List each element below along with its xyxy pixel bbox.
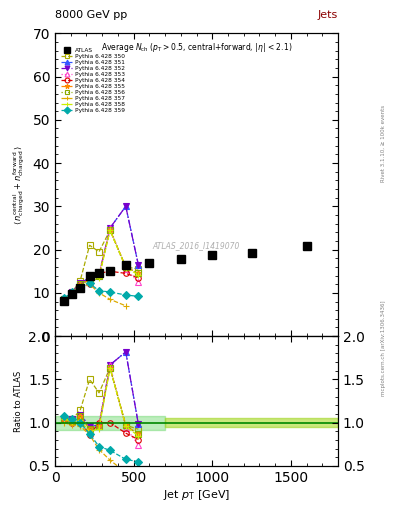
- Y-axis label: Ratio to ATLAS: Ratio to ATLAS: [14, 370, 23, 432]
- Y-axis label: $\langle\, n^{\rm central}_{\rm charged} + n^{\rm forward}_{\rm charged}\,\rangl: $\langle\, n^{\rm central}_{\rm charged}…: [11, 145, 27, 225]
- Legend: ATLAS, Pythia 6.428 350, Pythia 6.428 351, Pythia 6.428 352, Pythia 6.428 353, P: ATLAS, Pythia 6.428 350, Pythia 6.428 35…: [61, 48, 125, 113]
- Text: 8000 GeV pp: 8000 GeV pp: [55, 10, 127, 20]
- Text: ATLAS_2016_I1419070: ATLAS_2016_I1419070: [153, 241, 240, 250]
- Text: Average $N_{\rm ch}$ ($p_{\rm T}>$0.5, central+forward, $|\eta|$ < 2.1): Average $N_{\rm ch}$ ($p_{\rm T}>$0.5, c…: [101, 41, 292, 54]
- X-axis label: Jet $p_{\rm T}$ [GeV]: Jet $p_{\rm T}$ [GeV]: [163, 487, 230, 502]
- Text: mcplots.cern.ch [arXiv:1306.3436]: mcplots.cern.ch [arXiv:1306.3436]: [381, 301, 386, 396]
- Text: Jets: Jets: [318, 10, 338, 20]
- Text: Rivet 3.1.10, ≥ 100k events: Rivet 3.1.10, ≥ 100k events: [381, 105, 386, 182]
